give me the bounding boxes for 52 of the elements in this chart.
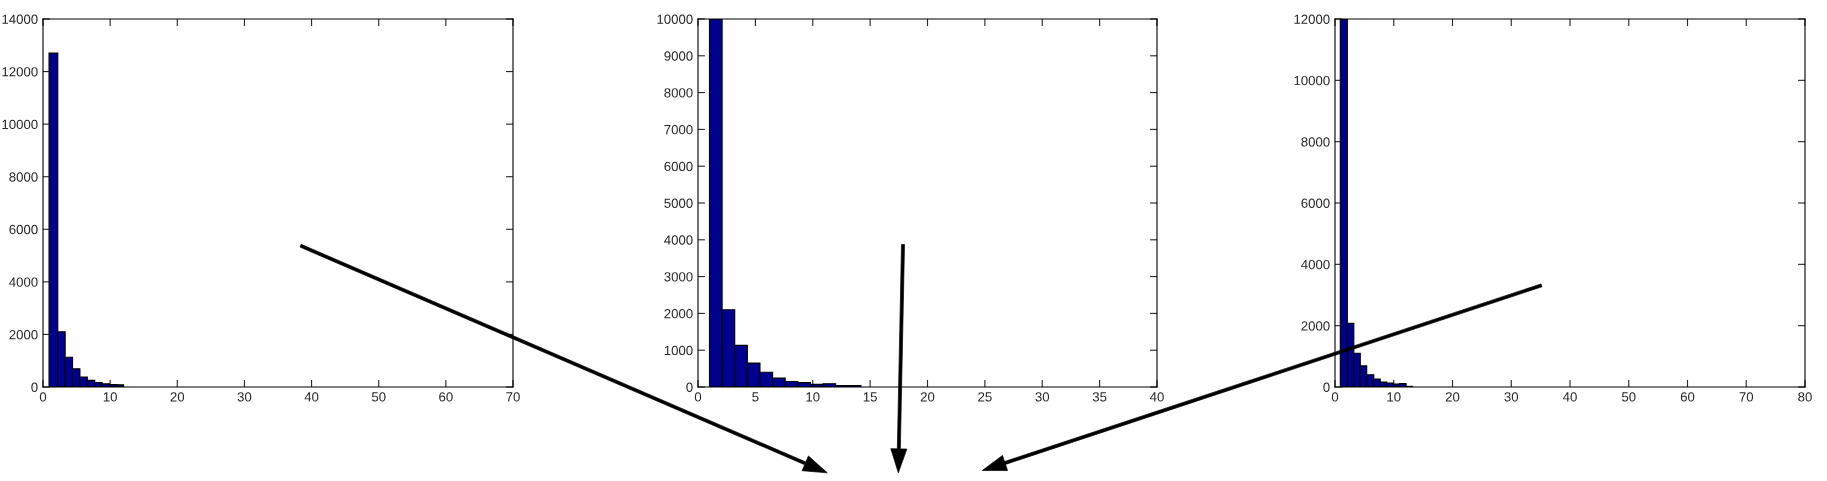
x-tick-label: 10 [1387,392,1401,402]
y-tick-label: 8000 [1301,137,1330,147]
y-tick-label: 14000 [2,14,38,24]
y-tick-label: 5000 [664,198,693,208]
x-tick-label: 30 [237,392,252,402]
y-tick-label: 0 [686,382,693,392]
y-tick-label: 9000 [664,51,693,61]
x-tick-label: 40 [304,392,319,402]
y-tick-label: 6000 [664,161,693,172]
x-tick-label: 30 [1504,392,1519,402]
x-tick-label: 15 [863,392,877,402]
x-tick-label: 35 [1092,392,1107,402]
y-tick-label: 10000 [1294,75,1330,86]
y-tick-label: 6000 [1301,198,1330,208]
x-tick-label: 5 [752,392,759,402]
y-tick-label: 12000 [1294,14,1330,24]
y-tick-label: 10000 [657,14,693,24]
y-tick-label: 4000 [1301,259,1330,270]
y-tick-label: 6000 [9,224,38,235]
y-tick-label: 1000 [664,345,693,356]
x-tick-label: 25 [978,392,992,402]
y-tick-label: 2000 [9,330,38,340]
y-tick-label: 8000 [9,172,38,182]
x-tick-label: 20 [170,392,185,402]
y-tick-label: 2000 [1301,321,1330,331]
x-tick-label: 50 [371,392,386,402]
x-tick-label: 30 [1035,392,1050,402]
y-tick-label: 7000 [664,124,693,135]
x-tick-label: 50 [1621,392,1636,402]
y-tick-label: 8000 [664,88,693,98]
x-tick-label: 80 [1798,392,1812,402]
x-tick-label: 70 [506,392,520,402]
y-tick-label: 10000 [2,119,38,130]
y-tick-label: 12000 [2,67,38,77]
y-tick-label: 4000 [664,235,693,245]
x-tick-label: 0 [39,392,47,402]
y-tick-label: 0 [1323,382,1330,392]
x-tick-label: 20 [920,392,935,402]
x-tick-label: 40 [1149,392,1164,402]
y-tick-label: 2000 [664,308,693,319]
x-tick-label: 60 [439,392,453,402]
x-tick-label: 60 [1680,392,1695,402]
x-tick-label: 40 [1562,392,1577,402]
x-tick-label: 10 [103,392,117,402]
x-tick-label: 0 [1331,392,1339,402]
x-tick-label: 70 [1739,392,1754,402]
y-tick-label: 0 [31,382,38,392]
x-tick-label: 10 [806,392,820,402]
y-tick-label: 3000 [664,272,693,282]
y-tick-label: 4000 [9,277,38,287]
x-tick-label: 0 [694,392,702,402]
x-tick-label: 20 [1445,392,1460,402]
